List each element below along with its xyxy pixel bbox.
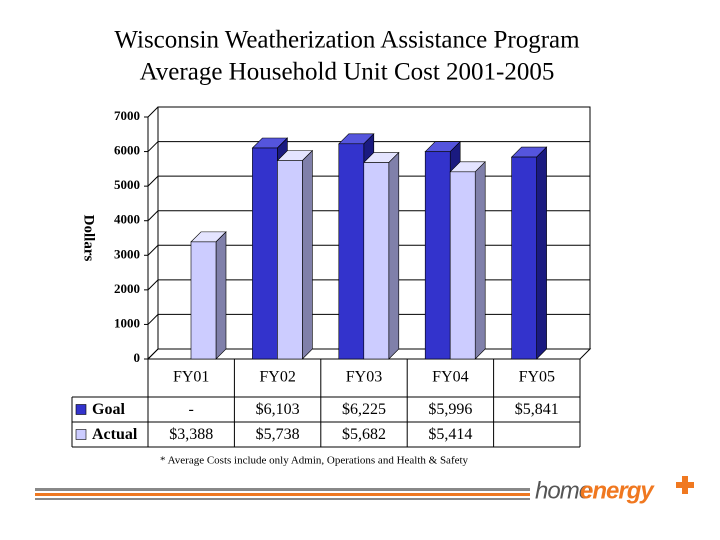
y-tick-label: 3000 (114, 246, 140, 261)
value-label: $6,103 (256, 401, 300, 418)
bar-front (424, 151, 451, 360)
bar-side (536, 146, 547, 360)
bar-front (252, 147, 278, 360)
x-tick-label: FY02 (259, 369, 295, 386)
chart-title: Average Household Unit Cost 2001-2005 (140, 59, 555, 86)
x-tick-label: FY04 (432, 369, 468, 386)
x-tick-label: FY01 (173, 369, 209, 386)
grid-line (147, 106, 590, 118)
bar (449, 161, 486, 360)
bar-front (338, 143, 365, 360)
y-tick-label: 5000 (114, 177, 140, 192)
x-tick-label: FY05 (519, 369, 555, 386)
bar-side (388, 151, 400, 360)
bar-front (190, 241, 217, 360)
bar-front (277, 160, 303, 360)
logo-energy: energy (580, 477, 655, 504)
logo-home: home (535, 477, 592, 504)
y-tick-label: 7000 (114, 108, 140, 123)
value-label: $3,388 (169, 426, 213, 443)
rule (35, 498, 530, 500)
legend-swatch (75, 429, 87, 440)
legend-swatch (75, 404, 87, 415)
value-label: $5,682 (342, 426, 386, 443)
footnote: * Average Costs include only Admin, Oper… (160, 455, 469, 467)
bar (190, 231, 227, 360)
value-label: $5,841 (515, 401, 559, 418)
y-tick-label: 2000 (114, 281, 140, 296)
y-axis-label: Dollars (81, 215, 97, 262)
bar-front (449, 171, 476, 360)
chart-title: Wisconsin Weatherization Assistance Prog… (114, 27, 580, 54)
bar-front (511, 156, 537, 360)
value-label: $5,414 (428, 426, 472, 443)
value-label: - (189, 401, 194, 418)
bar-side (474, 161, 486, 360)
rule (35, 493, 530, 496)
x-tick-label: FY03 (346, 369, 382, 386)
y-tick-label: 6000 (114, 143, 140, 158)
logo-plus (676, 476, 694, 494)
value-label: $5,738 (256, 426, 300, 443)
value-label: $6,225 (342, 401, 386, 418)
rule (35, 488, 530, 491)
bar-side (302, 149, 313, 360)
value-label: $5,996 (428, 401, 472, 418)
y-tick-label: 4000 (114, 212, 140, 227)
y-tick-label: 0 (134, 350, 141, 365)
y-tick-label: 1000 (114, 315, 140, 330)
bar (276, 149, 314, 360)
bar-front (363, 162, 390, 360)
bar-side (215, 231, 227, 360)
bar (510, 146, 548, 360)
bar (363, 151, 400, 360)
legend-label: Actual (92, 426, 138, 443)
legend-label: Goal (92, 401, 125, 418)
